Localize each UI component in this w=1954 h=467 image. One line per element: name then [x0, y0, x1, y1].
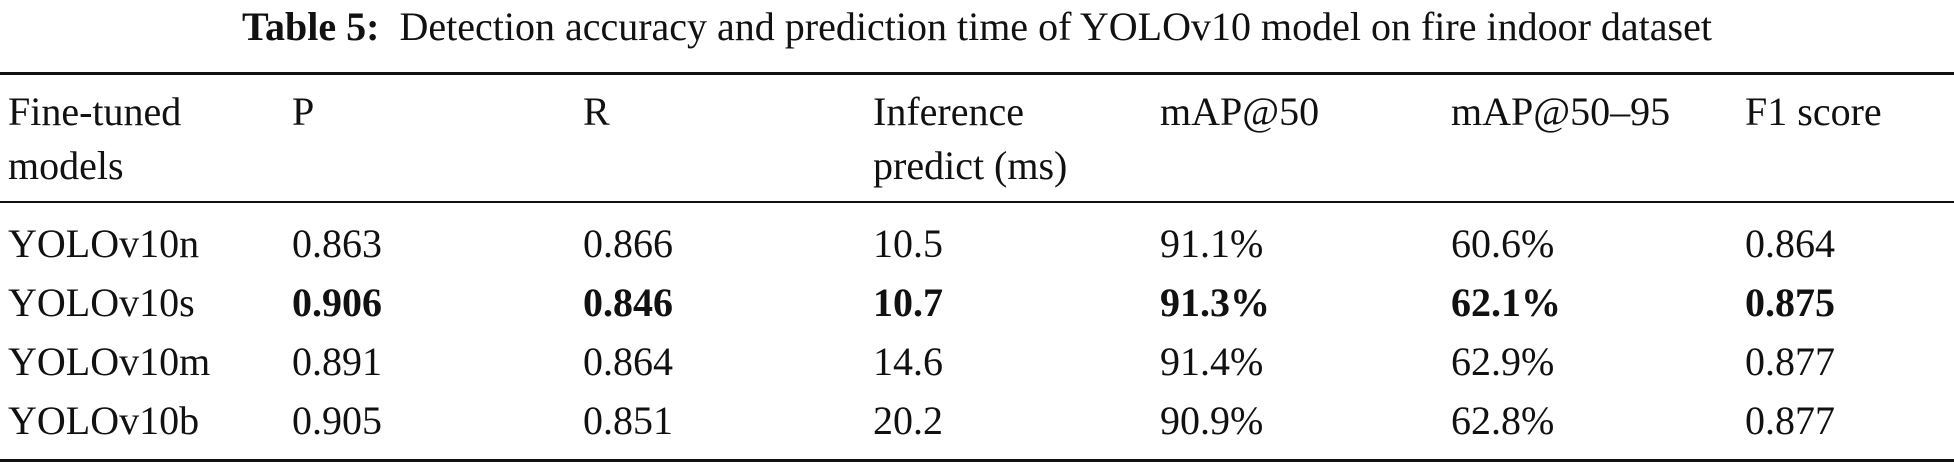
- table-caption-text: Detection accuracy and prediction time o…: [399, 4, 1712, 49]
- row-inference: 10.7: [873, 280, 943, 325]
- header-map50-95: mAP@50–95: [1451, 89, 1671, 134]
- row-precision: 0.863: [292, 221, 382, 266]
- row-f1-score: 0.877: [1745, 398, 1835, 443]
- row-recall: 0.846: [583, 280, 673, 325]
- row-map50: 91.4%: [1160, 339, 1264, 384]
- row-map50-95: 62.1%: [1451, 280, 1561, 325]
- row-map50-95: 62.8%: [1451, 398, 1555, 443]
- row-map50-95: 60.6%: [1451, 221, 1555, 266]
- row-recall: 0.866: [583, 221, 673, 266]
- table-header-rule: [0, 201, 1954, 203]
- row-model-name: YOLOv10n: [8, 221, 200, 266]
- row-precision: 0.891: [292, 339, 382, 384]
- header-models-line1: Fine-tuned: [8, 89, 182, 134]
- row-precision: 0.906: [292, 280, 382, 325]
- header-recall: R: [583, 89, 610, 134]
- row-inference: 20.2: [873, 398, 943, 443]
- row-f1-score: 0.875: [1745, 280, 1835, 325]
- row-recall: 0.851: [583, 398, 673, 443]
- row-precision: 0.905: [292, 398, 382, 443]
- table-caption-label: Table 5:: [242, 4, 380, 49]
- row-f1-score: 0.877: [1745, 339, 1835, 384]
- header-f1-score: F1 score: [1745, 89, 1882, 134]
- row-inference: 10.5: [873, 221, 943, 266]
- row-model-name: YOLOv10s: [8, 280, 195, 325]
- header-map50: mAP@50: [1160, 89, 1320, 134]
- table-caption: Table 5: Detection accuracy and predicti…: [0, 2, 1954, 52]
- table-bottom-rule: [0, 459, 1954, 462]
- row-map50-95: 62.9%: [1451, 339, 1555, 384]
- row-recall: 0.864: [583, 339, 673, 384]
- row-map50: 90.9%: [1160, 398, 1264, 443]
- table-top-rule: [0, 72, 1954, 75]
- row-f1-score: 0.864: [1745, 221, 1835, 266]
- row-model-name: YOLOv10b: [8, 398, 200, 443]
- row-inference: 14.6: [873, 339, 943, 384]
- row-map50: 91.1%: [1160, 221, 1264, 266]
- row-model-name: YOLOv10m: [8, 339, 211, 384]
- header-inference-line1: Inference: [873, 89, 1024, 134]
- header-inference-line2: predict (ms): [873, 143, 1068, 188]
- header-precision: P: [292, 89, 315, 134]
- row-map50: 91.3%: [1160, 280, 1270, 325]
- header-models-line2: models: [8, 143, 124, 188]
